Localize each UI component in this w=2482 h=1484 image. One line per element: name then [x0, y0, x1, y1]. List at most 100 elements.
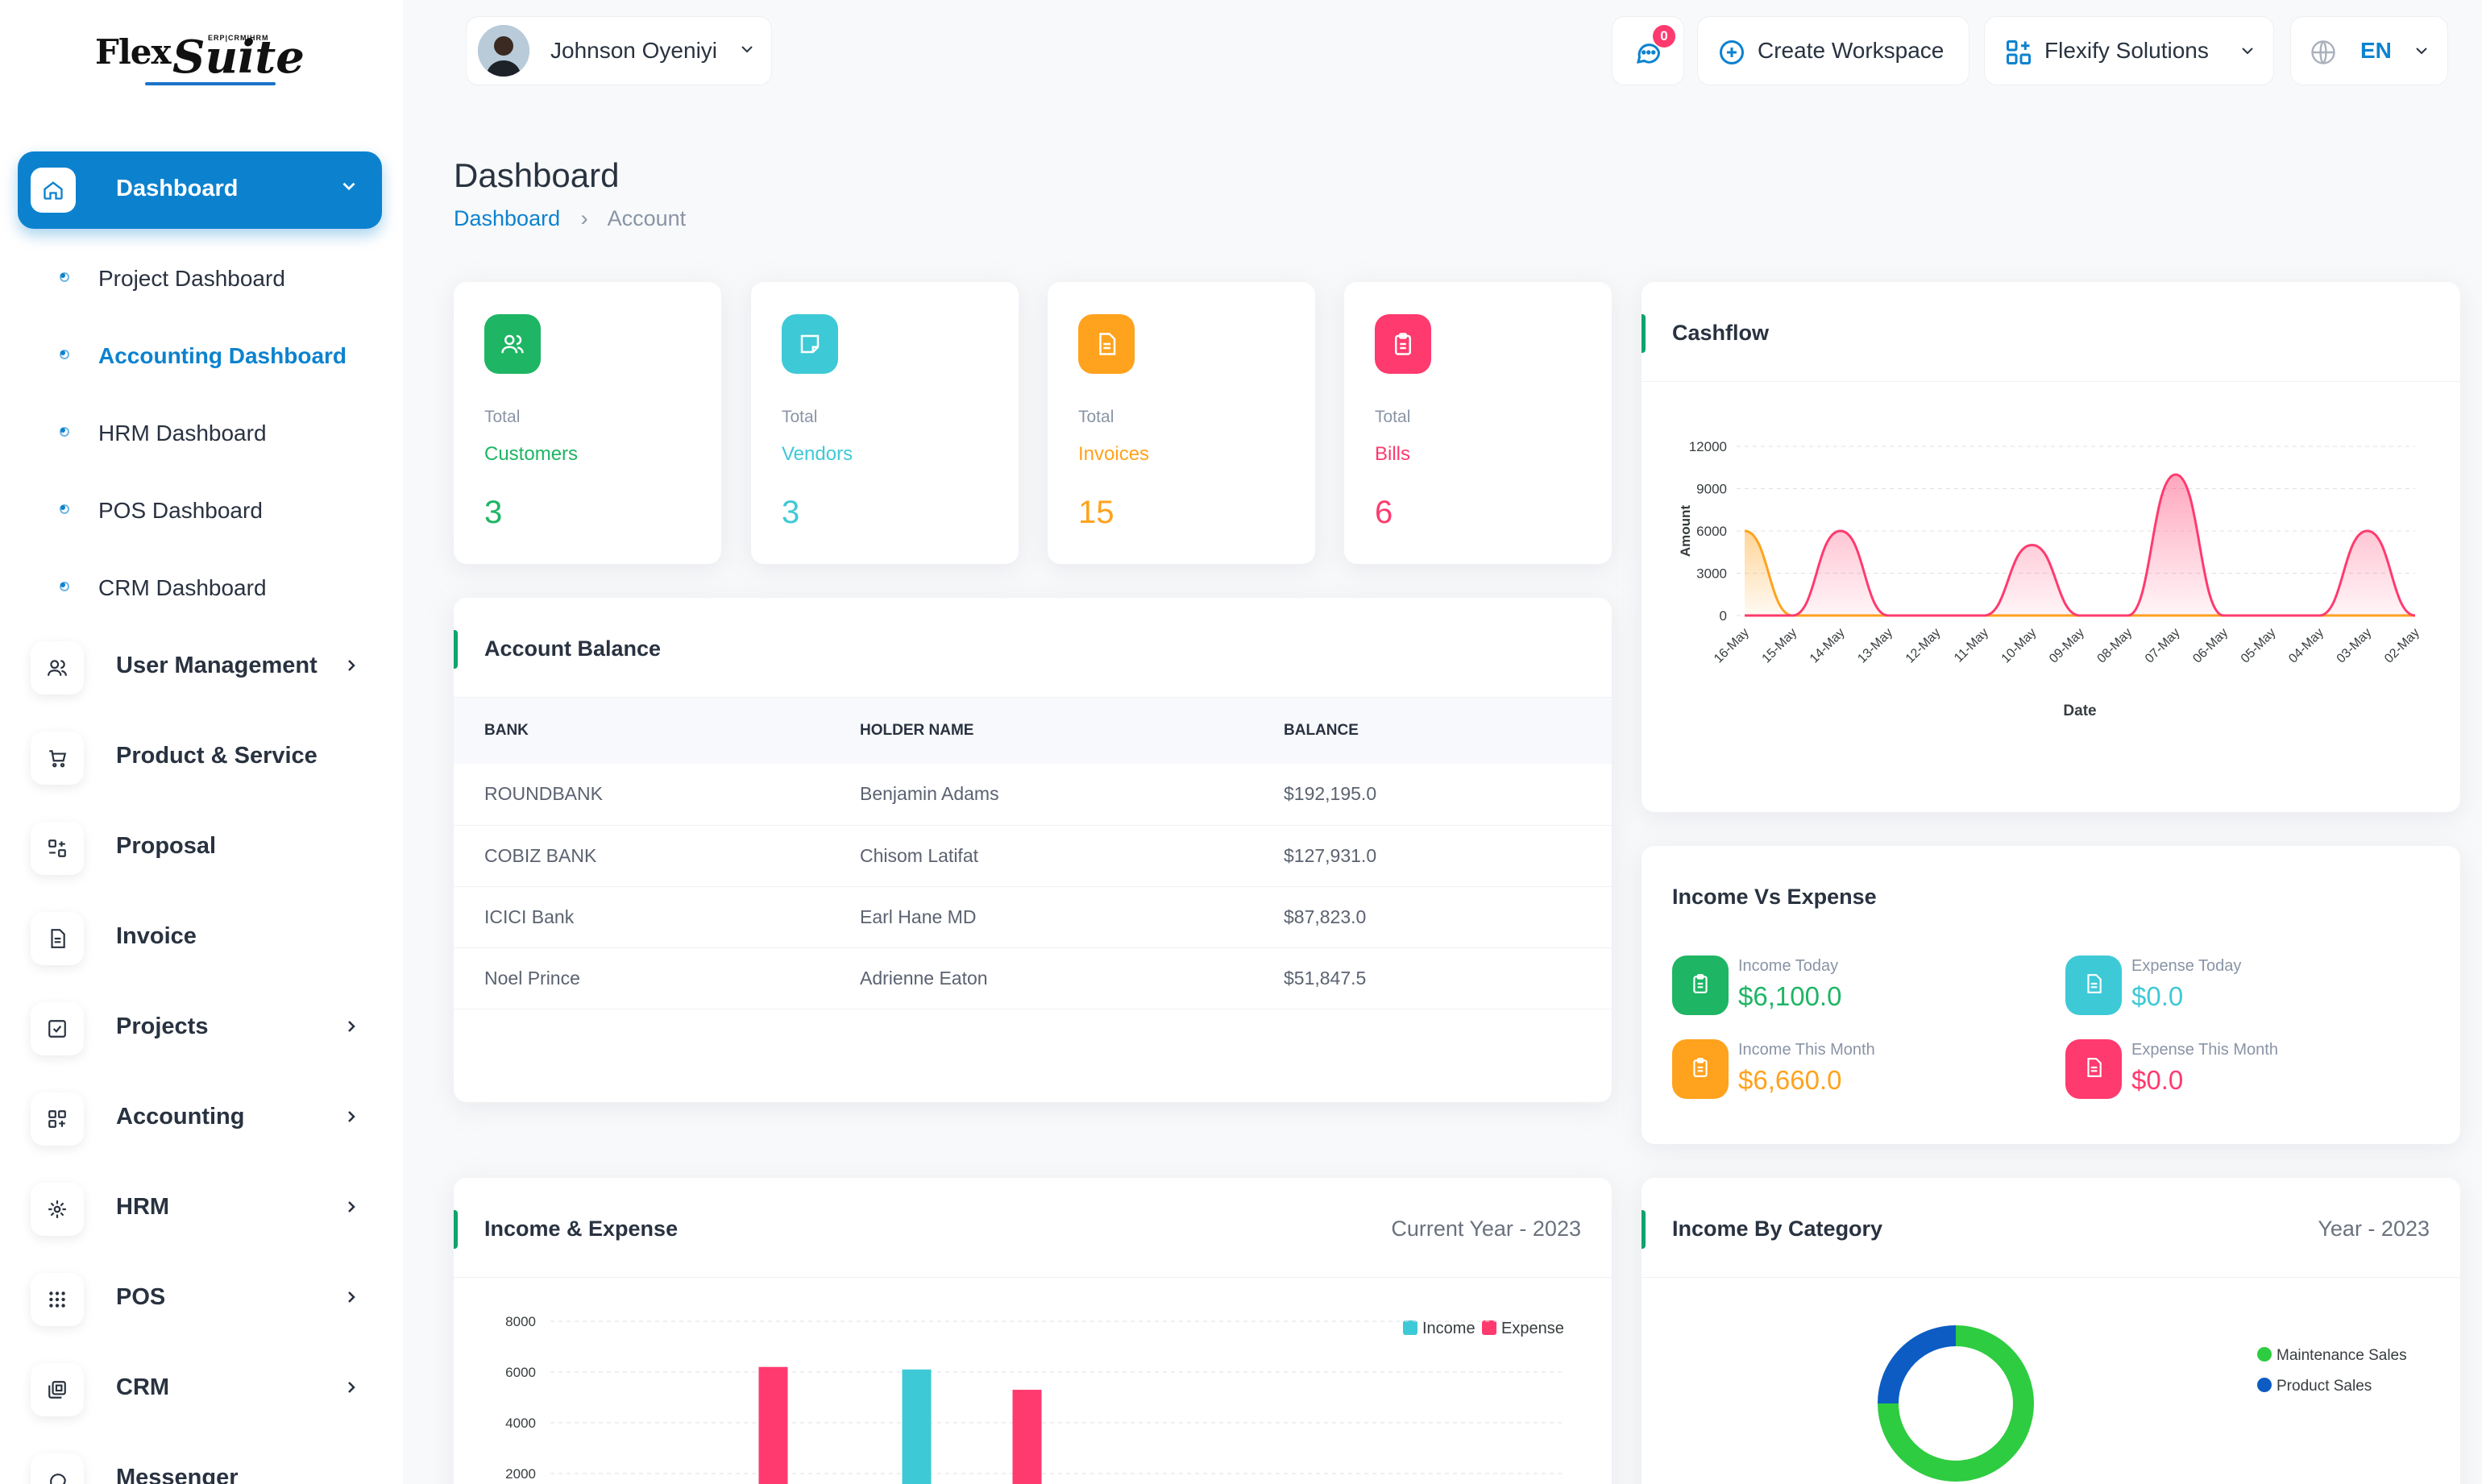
sidebar-item-invoice[interactable]: Invoice [0, 906, 387, 970]
legend-swatch [2257, 1347, 2272, 1362]
notification-badge: 0 [1653, 25, 1675, 48]
bar [758, 1366, 788, 1484]
stat-card-bills[interactable]: Total Bills 6 [1344, 282, 1612, 564]
sidebar-item-dashboard[interactable]: Dashboard [18, 151, 382, 229]
sidebar-item-product-service[interactable]: Product & Service [0, 725, 387, 790]
sidebar-subitem-project-dashboard[interactable]: Project Dashboard [0, 255, 387, 303]
y-axis-title: Amount [1678, 505, 1693, 558]
sidebar-item-proposal[interactable]: Proposal [0, 815, 387, 880]
breadcrumb: Dashboard › Account [454, 206, 686, 231]
y-tick-label: 6000 [1696, 524, 1727, 539]
stat-card-invoices[interactable]: Total Invoices 15 [1048, 282, 1315, 564]
apps-icon [2007, 40, 2031, 64]
donut-slice [1878, 1325, 1957, 1404]
sidebar-item-label: Proposal [116, 833, 217, 859]
sidebar-item-accounting[interactable]: Accounting [0, 1086, 387, 1150]
breadcrumb-link-dashboard[interactable]: Dashboard [454, 206, 561, 230]
sidebar-item-label: Accounting [116, 1104, 245, 1130]
legend-income[interactable]: Income [1403, 1320, 1476, 1338]
cashflow-chart: 0 3000 6000 9000 12000 16-May 15-May 14-May 13-M… [1678, 439, 2422, 719]
messages-button[interactable]: 0 [1612, 16, 1684, 85]
sidebar-subitem-hrm-dashboard[interactable]: HRM Dashboard [0, 409, 387, 458]
y-tick-label: 4000 [505, 1416, 536, 1431]
bullet-icon [60, 272, 69, 282]
breadcrumb-separator-icon: › [580, 206, 588, 230]
language-selector[interactable]: EN [2290, 16, 2448, 85]
chevron-down-icon [2416, 48, 2427, 55]
create-workspace-button[interactable]: Create Workspace [1697, 16, 1969, 85]
user-menu[interactable]: Johnson Oyeniyi [466, 16, 772, 85]
sidebar-item-user-management[interactable]: User Management [0, 635, 387, 699]
x-tick-label: 15-May [1760, 626, 1800, 666]
income-expense-chart: 2000 4000 6000 8000 [505, 1314, 1566, 1484]
sidebar-item-crm[interactable]: CRM [0, 1357, 387, 1421]
sidebar-subitem-crm-dashboard[interactable]: CRM Dashboard [0, 564, 387, 612]
metric-label: Expense This Month [2131, 1041, 2278, 1059]
chevron-right-icon [342, 1287, 361, 1311]
chevron-right-icon [342, 1378, 361, 1401]
column-header: HOLDER NAME [829, 698, 1253, 764]
accent-bar [1642, 1210, 1646, 1249]
chevron-right-icon [342, 1197, 361, 1221]
company-selector[interactable]: Flexify Solutions [1984, 16, 2274, 85]
income-by-category-chart [1878, 1325, 2034, 1482]
bullet-icon [60, 582, 69, 591]
chevron-right-icon [342, 1107, 361, 1130]
metric-value: $0.0 [2131, 1065, 2184, 1095]
sidebar-item-pos[interactable]: POS [0, 1266, 387, 1331]
sidebar-item-label: Product & Service [116, 743, 318, 769]
sidebar-item-label: Messenger [116, 1465, 239, 1484]
stat-title: Bills [1375, 443, 1411, 465]
bank-cell: ROUNDBANK [454, 764, 829, 826]
series-line [1745, 473, 2416, 617]
brand-name-part-2: Suite [172, 31, 305, 84]
x-tick-label: 06-May [2190, 626, 2231, 666]
pos-icon [31, 1273, 84, 1326]
card-title: Cashflow [1672, 321, 1770, 345]
sidebar-item-projects[interactable]: Projects [0, 996, 387, 1060]
stat-card-vendors[interactable]: Total Vendors 3 [751, 282, 1019, 564]
page-title: Dashboard [454, 156, 620, 194]
card-header: Account Balance [454, 598, 1612, 698]
language-code: EN [2360, 38, 2392, 63]
sidebar-subitem-label: POS Dashboard [98, 498, 263, 523]
card-title: Account Balance [484, 636, 662, 661]
card-title: Income Vs Expense [1672, 885, 1877, 909]
sidebar-subitem-accounting-dashboard[interactable]: Accounting Dashboard [0, 332, 387, 380]
stat-caption: Total [782, 408, 818, 426]
users-icon [31, 641, 84, 694]
account-balance-table: BANK HOLDER NAME BALANCE ROUNDBANK Benja… [454, 698, 1612, 1009]
y-tick-label: 6000 [505, 1365, 536, 1380]
accent-bar [454, 630, 458, 669]
card-header: Income & Expense Current Year - 2023 [454, 1178, 1612, 1278]
income-expense-card: Income & Expense Current Year - 2023 Inc… [454, 1178, 1612, 1484]
y-tick-label: 2000 [505, 1466, 536, 1482]
legend-maintenance-sales[interactable]: Maintenance Sales [2257, 1347, 2407, 1365]
card-title: Income & Expense [484, 1217, 679, 1241]
bank-cell: ICICI Bank [454, 886, 829, 948]
account-balance-card: Account Balance BANK HOLDER NAME BALANCE… [454, 598, 1612, 1102]
legend-expense[interactable]: Expense [1482, 1320, 1564, 1338]
legend-product-sales[interactable]: Product Sales [2257, 1378, 2372, 1395]
income-vs-expense-card: Income Vs Expense Income Today $6,100.0 … [1642, 846, 2460, 1144]
brand-underline [145, 82, 276, 85]
series-area [1745, 475, 2415, 616]
bank-cell: COBIZ BANK [454, 825, 829, 887]
sidebar-item-messenger[interactable]: Messenger [0, 1447, 387, 1484]
income-this-month: Income This Month $6,660.0 [1672, 1033, 2043, 1105]
x-tick-label: 12-May [1903, 626, 1944, 666]
y-tick-label: 9000 [1696, 482, 1727, 497]
sidebar-subitem-pos-dashboard[interactable]: POS Dashboard [0, 487, 387, 535]
stat-card-customers[interactable]: Total Customers 3 [454, 282, 721, 564]
stat-caption: Total [1375, 408, 1411, 426]
balance-cell: $87,823.0 [1253, 886, 1612, 948]
stat-caption: Total [1078, 408, 1114, 426]
crm-icon [31, 1363, 84, 1416]
stat-caption: Total [484, 408, 521, 426]
brand-logo[interactable]: Flex Suite ERP|CRM|HRM [95, 31, 305, 89]
bullet-icon [60, 427, 69, 437]
note-icon [782, 314, 838, 374]
sidebar-item-hrm[interactable]: HRM [0, 1176, 387, 1241]
globe-icon [2311, 40, 2335, 64]
stat-title: Invoices [1078, 443, 1150, 465]
